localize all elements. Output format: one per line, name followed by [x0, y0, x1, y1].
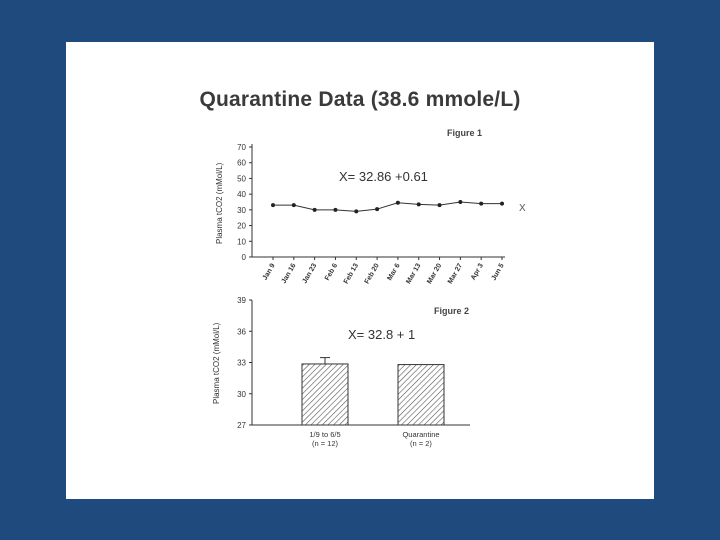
figure1-annotation: X= 32.86 +0.61	[339, 169, 428, 184]
figure1-data-point	[354, 209, 359, 214]
figure1-y-tick-label: 20	[237, 222, 246, 231]
figure1-x-tick-label: Feb 20	[364, 262, 381, 285]
figure1-data-point	[395, 200, 400, 205]
figure2-bar	[397, 364, 445, 426]
figure1-x-tick-label: Mar 27	[447, 262, 464, 285]
figure1-label: Figure 1	[447, 128, 482, 138]
figure1-x-tick-label: Apr 3	[470, 262, 485, 281]
figure2-y-tick-label: 30	[237, 390, 246, 399]
figure1-data-point	[416, 202, 421, 207]
figure2-label: Figure 2	[434, 306, 469, 316]
figure1-x-tick-label: Mar 13	[405, 262, 422, 285]
figure1-x-tick-label: Mar 6	[386, 262, 401, 281]
figure2-annotation: X= 32.8 + 1	[348, 327, 415, 342]
figure1-data-point	[437, 203, 442, 208]
figure1-series-line	[273, 201, 502, 212]
figure1-data-point	[375, 207, 380, 212]
figure2-bar	[301, 363, 349, 426]
figure1-x-tick-label: Jan 23	[301, 262, 318, 284]
figure2-y-tick-label: 36	[237, 327, 246, 336]
figure2-category-n: (n = 12)	[312, 439, 339, 448]
figure2-y-tick-label: 27	[237, 421, 246, 430]
figure1-x-tick-label: Feb 13	[343, 262, 360, 285]
figure1-y-tick-label: 10	[237, 237, 246, 246]
figure1-data-point	[479, 201, 484, 206]
figure2-category-n: (n = 2)	[410, 439, 432, 448]
figure1-y-tick-label: 60	[237, 159, 246, 168]
figure1-data-point	[312, 207, 317, 212]
figure1-x-tick-label: Feb 6	[324, 262, 339, 281]
figure1-y-tick-label: 30	[237, 206, 246, 215]
figure1-side-note: X	[519, 203, 526, 214]
figure1-data-point	[271, 203, 275, 208]
figure1-y-tick-label: 70	[237, 143, 246, 152]
figure1-x-tick-label: Jan 16	[281, 262, 298, 284]
figure2-ylabel: Plasma tCO2 (mMol/L)	[212, 322, 221, 404]
figure1-ylabel: Plasma tCO2 (mMol/L)	[215, 162, 224, 244]
figure2-plot: 27 30 33 36 39 1/9 to 6/5(n = 12) Quarantine(n…	[237, 296, 470, 448]
figure1-data-point	[500, 201, 504, 206]
figure1-x-tick-label: Jun 5	[491, 262, 506, 281]
figure1-data-point	[333, 207, 338, 212]
figure2-category-label: 1/9 to 6/5	[309, 430, 340, 439]
figure1-y-tick-label: 0	[242, 253, 247, 262]
figure1-y-tick-label: 40	[237, 190, 246, 199]
slide-title: Quarantine Data (38.6 mmole/L)	[199, 88, 521, 111]
figure2-y-tick-label: 39	[237, 296, 246, 305]
figure1-data-point	[291, 203, 296, 208]
slide-paper	[66, 42, 654, 499]
figure1-x-tick-label: Mar 20	[426, 262, 443, 285]
figure2-category-label: Quarantine	[402, 430, 439, 439]
figure1-y-tick-label: 50	[237, 174, 246, 183]
figure1-plot: 0 10 20 30 40 50 60 70 Jan 9 Jan 16 Jan 23 Feb 6 Feb…	[237, 143, 506, 285]
figure2-y-tick-label: 33	[237, 359, 246, 368]
figure1-x-tick-label: Jan 9	[262, 262, 277, 281]
figure1-data-point	[458, 200, 463, 204]
